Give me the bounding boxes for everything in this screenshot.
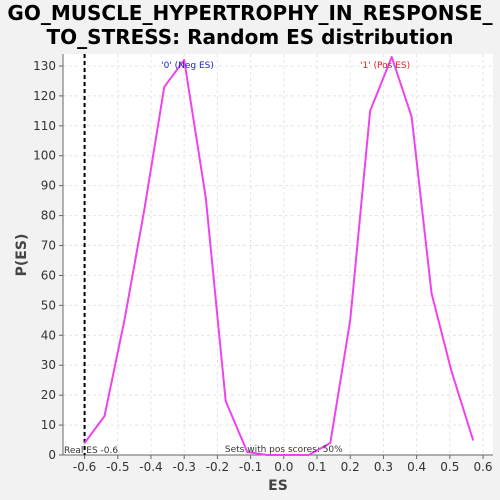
data-point [472,439,474,441]
x-axis-label: ES [268,478,288,494]
data-point [307,454,310,456]
x-tick-label: 0.6 [473,460,492,474]
plot-area [63,54,493,455]
data-point [103,415,106,417]
x-tick-label: 0.5 [440,460,459,474]
data-point [390,56,393,58]
y-tick-label: 90 [41,179,56,193]
x-tick-label: -0.5 [106,460,129,474]
data-point [83,442,86,444]
data-point [204,196,207,199]
data-point [410,116,413,118]
x-tick-label: 0.2 [341,460,360,474]
y-tick-label: 20 [41,388,56,402]
x-tick-label: -0.2 [206,460,229,474]
x-tick-label: -0.6 [73,460,96,474]
data-point [163,86,166,88]
chart-title-line-2: TO_STRESS: Random ES distribution [47,25,454,49]
data-point [143,208,146,211]
data-point [369,110,371,112]
data-point [286,454,288,456]
x-tick-label: 0.0 [274,460,293,474]
y-tick-label: 50 [41,298,56,312]
data-point [183,59,185,61]
y-axis-label: P(ES) [14,234,30,277]
y-tick-label: 100 [33,149,56,163]
y-tick-label: 70 [41,239,56,253]
y-tick-label: 60 [41,268,56,282]
y-tick-label: 110 [33,119,56,133]
data-point [123,319,126,322]
y-tick-label: 120 [33,89,56,103]
real-es-label: Real ES -0.6 [64,446,118,456]
x-axis-ticks: -0.6 -0.5 -0.4 -0.3 -0.2 -0.1 0.0 0.1 0.2 0.3 0.4 0… [73,455,493,474]
y-tick-label: 10 [41,418,56,432]
y-tick-label: 80 [41,209,56,223]
x-tick-label: -0.1 [239,460,262,474]
data-point [450,370,453,373]
y-tick-label: 0 [48,448,56,462]
y-tick-label: 40 [41,328,56,342]
x-tick-label: -0.3 [172,460,195,474]
neg-es-label: '0' (Neg ES) [161,61,214,71]
data-point [349,319,352,322]
pos-scores-note: Sets with pos scores: 50% [225,445,343,455]
pos-es-label: '1' (Pos ES) [360,61,410,71]
chart-title-line-1: GO_MUSCLE_HYPERTROPHY_IN_RESPONSE_ [7,1,492,25]
x-tick-label: 0.1 [307,460,326,474]
data-point [246,451,249,453]
x-tick-label: -0.4 [139,460,162,474]
series-layer [83,55,475,456]
data-point [224,400,227,402]
y-tick-label: 130 [33,59,56,73]
y-axis-ticks: 0 10 20 30 40 50 60 70 80 90 100 110 120 130 [33,59,63,462]
data-point [266,454,269,456]
data-point [329,442,332,444]
grid [63,54,493,456]
data-point [430,292,433,295]
series-line-0 [83,55,475,456]
x-tick-label: 0.3 [374,460,393,474]
y-tick-label: 30 [41,358,56,372]
x-tick-label: 0.4 [407,460,426,474]
